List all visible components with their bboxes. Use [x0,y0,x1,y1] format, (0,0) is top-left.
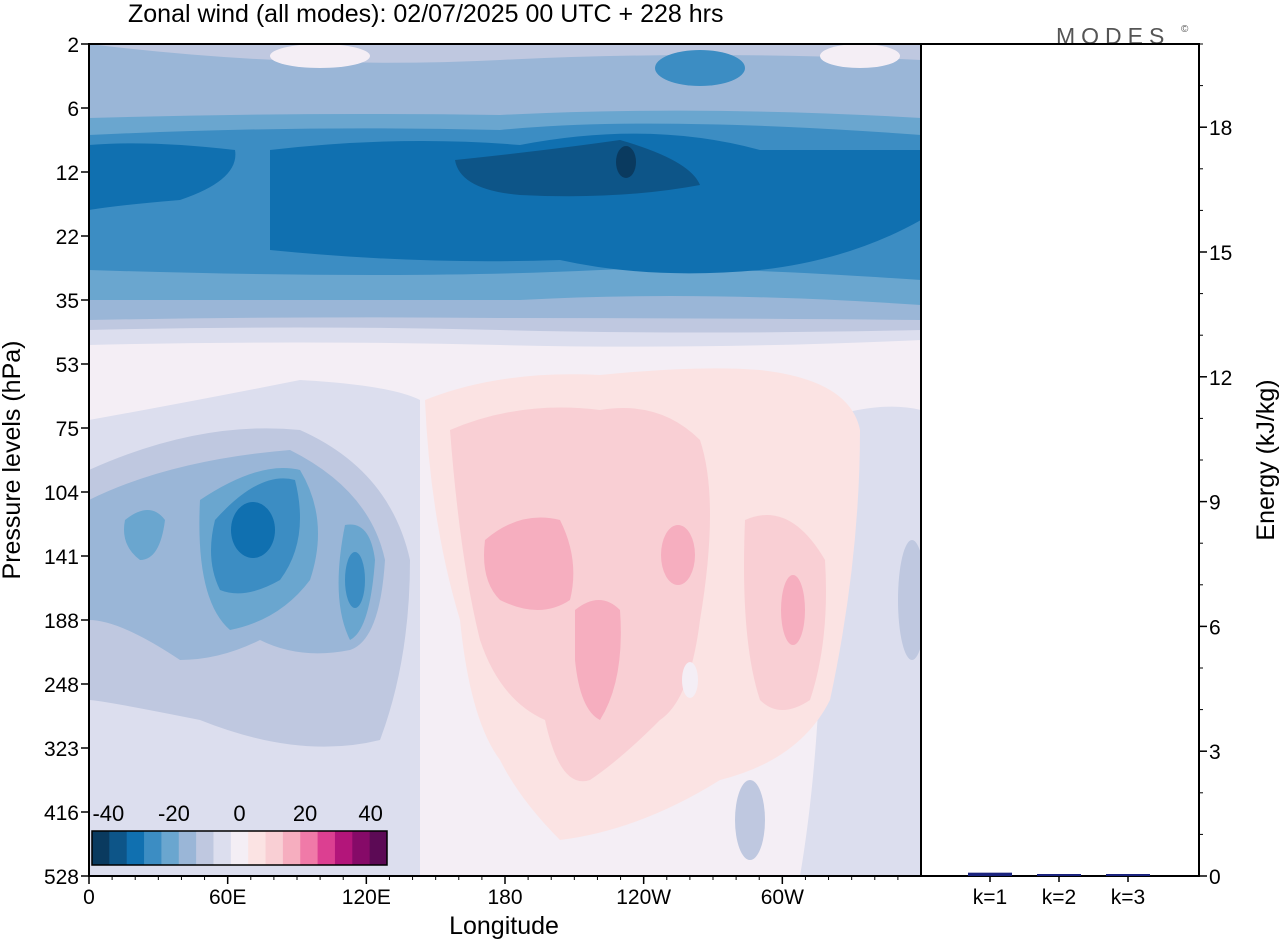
energy-tick-label: 18 [1209,117,1232,140]
colorbar-swatch [317,831,336,865]
pink-cell-bottom [682,662,698,698]
tropical-blue-east [345,552,365,608]
upper-light-cell [820,44,900,68]
pressure-tick-label: 323 [44,738,79,761]
pressure-tick-label: 75 [56,418,79,441]
colorbar-swatch [213,831,232,865]
jet-core-east [270,133,921,274]
logo-mark: © [1181,24,1189,35]
colorbar-swatch [352,831,371,865]
pink-core-2 [575,600,621,720]
energy-tick-label: 12 [1209,367,1232,390]
colorbar-swatch [334,831,353,865]
tropical-blue-peak [231,502,275,558]
energy-bar [968,872,1012,876]
jet-core-west [89,143,236,210]
pink-core-1 [484,517,574,610]
wavenumber-label: k=3 [1111,886,1145,909]
pressure-tick-label: 2 [67,34,79,57]
colorbar-swatch [265,831,284,865]
colorbar-frame [91,830,388,866]
pink-region-mid [450,407,710,782]
wavenumber-axis: k=1 k=2 k=3 [973,876,1145,909]
x-axis-label: Longitude [449,912,559,940]
colorbar-label: -40 [92,801,124,826]
energy-axis-label: Energy (kJ/kg) [1252,379,1280,540]
colorbar: -40 -20 0 20 40 [91,801,388,866]
chart-title: Zonal wind (all modes): 02/07/2025 00 UT… [128,0,723,28]
longitude-tick-label: 180 [487,886,522,909]
longitude-axis: 0 60E 120E 180 120W 60W [83,876,899,909]
pink-core-4 [781,575,805,645]
pink-core-3 [661,525,695,585]
colorbar-label: 0 [233,801,245,826]
pressure-tick-label: 104 [44,482,79,505]
colorbar-swatch [300,831,319,865]
pressure-tick-label: 53 [56,354,79,377]
wavenumber-label: k=2 [1042,886,1076,909]
energy-bar [1037,874,1081,876]
pressure-tick-label: 12 [56,162,79,185]
jet-core-peak [616,146,636,178]
lower-right-blue [898,540,921,660]
pressure-tick-label: 22 [56,226,79,249]
energy-axis: 0 3 6 9 12 15 18 [1199,43,1232,889]
longitude-tick-label: 120E [342,886,391,909]
colorbar-swatch [196,831,214,865]
energy-bar [1106,874,1150,876]
colorbar-swatch [92,831,110,865]
colorbar-swatch [178,831,197,865]
pressure-tick-label: 528 [44,866,79,889]
pressure-axis: 2 6 12 22 35 53 75 104 141 188 248 323 416 528 [44,34,89,889]
colorbar-label: -20 [158,801,190,826]
colorbar-swatch [369,831,388,865]
colorbar-swatch [230,831,249,865]
longitude-tick-label: 60W [761,886,804,909]
y-axis-label: Pressure levels (hPa) [0,341,26,580]
energy-tick-label: 6 [1209,616,1221,639]
wavenumber-label: k=1 [973,886,1007,909]
colorbar-swatch [161,831,180,865]
energy-tick-label: 0 [1209,866,1221,889]
upper-blue-cell [655,50,745,86]
zonal-wind-contour-field [89,44,921,876]
tropical-blue-3c [124,510,165,560]
upper-light-cell-2 [270,44,370,68]
energy-bars [968,872,1150,876]
longitude-tick-label: 0 [83,886,95,909]
colorbar-label: 40 [358,801,382,826]
pressure-tick-label: 141 [44,546,79,569]
longitude-tick-label: 60E [209,886,246,909]
pressure-tick-label: 248 [44,674,79,697]
jet-core-max [455,140,700,197]
energy-tick-label: 15 [1209,242,1232,265]
energy-tick-label: 9 [1209,492,1221,515]
colorbar-swatch [144,831,162,865]
energy-tick-label: 3 [1209,741,1221,764]
bar-panel-frame [920,43,1200,877]
colorbar-swatch [282,831,301,865]
colorbar-swatch [126,831,145,865]
colorbar-swatch [248,831,267,865]
longitude-tick-label: 120W [616,886,671,909]
pressure-tick-label: 6 [67,98,79,121]
pressure-tick-label: 188 [44,610,79,633]
colorbar-label: 20 [293,801,317,826]
pressure-tick-label: 35 [56,290,79,313]
colorbar-swatch [109,831,128,865]
pressure-tick-label: 416 [44,802,79,825]
bottom-blue-cell [735,780,765,860]
